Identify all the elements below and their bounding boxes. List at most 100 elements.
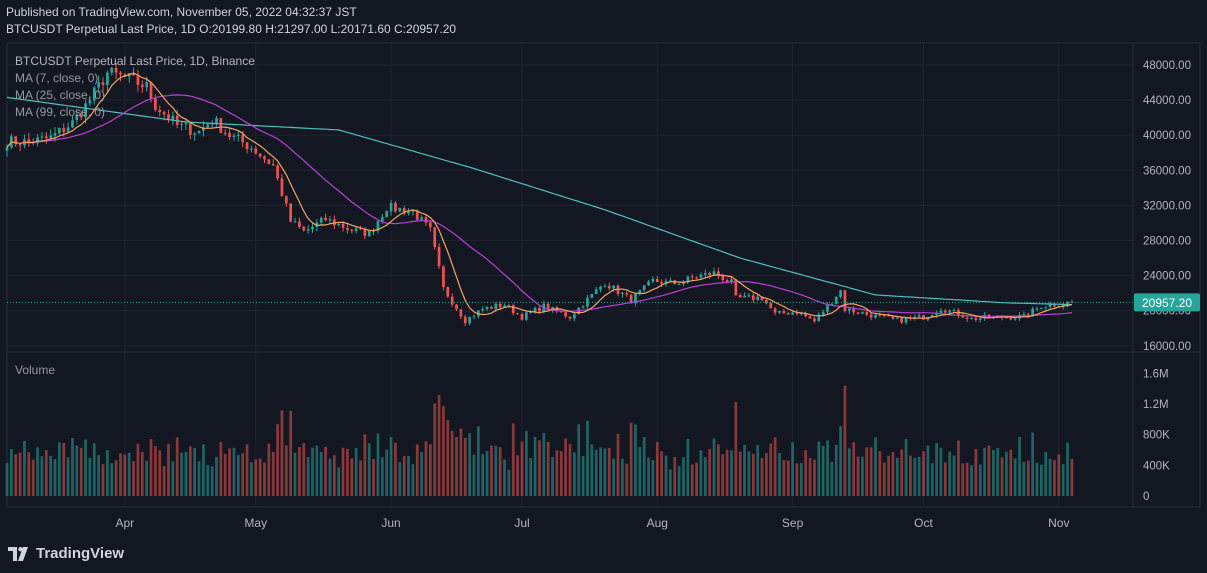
candle-body xyxy=(276,165,279,179)
volume-bar xyxy=(852,442,856,496)
candle-body xyxy=(1048,303,1052,307)
volume-bar xyxy=(88,457,92,496)
volume-bar xyxy=(254,459,258,496)
volume-bar xyxy=(341,447,345,496)
candle-body xyxy=(590,293,594,298)
candle-body xyxy=(1026,314,1030,317)
volume-bar xyxy=(354,448,358,496)
candle-body xyxy=(350,229,354,231)
volume-bar xyxy=(184,451,188,496)
volume-bar xyxy=(315,445,319,496)
volume-bar xyxy=(424,441,428,496)
candle-body xyxy=(341,223,345,228)
candle-body xyxy=(44,136,48,139)
candle-body xyxy=(533,307,537,312)
volume-bar xyxy=(551,457,554,496)
price-tick-label: 40000.00 xyxy=(1143,130,1191,142)
legend-ma25[interactable]: MA (25, close, 0) xyxy=(15,88,106,102)
candle-body xyxy=(695,277,698,279)
tradingview-logo[interactable]: TradingView xyxy=(8,545,124,562)
candle-body xyxy=(743,295,746,298)
volume-bar xyxy=(446,419,450,496)
volume-bar xyxy=(175,437,179,496)
candle-body xyxy=(284,196,288,204)
volume-bar xyxy=(372,459,375,496)
volume-bar xyxy=(922,451,925,496)
legend-ma99[interactable]: MA (99, close, 0) xyxy=(15,105,106,119)
volume-bar xyxy=(738,451,742,496)
volume-bar xyxy=(180,452,183,496)
volume-bar xyxy=(1048,458,1052,496)
volume-bar xyxy=(1005,451,1008,496)
price-tick-label: 28000.00 xyxy=(1143,236,1191,248)
candle-body xyxy=(450,296,454,305)
candle-body xyxy=(525,312,528,320)
volume-bar xyxy=(271,451,275,496)
candle-body xyxy=(245,142,249,150)
volume-bar xyxy=(791,442,794,496)
chart-frame xyxy=(6,42,1201,508)
candle-body xyxy=(79,114,83,118)
time-tick-label: Aug xyxy=(647,516,668,530)
volume-bar xyxy=(909,455,912,496)
candle-body xyxy=(948,310,952,313)
ma7-line xyxy=(6,72,1073,319)
tradingview-logo-icon xyxy=(8,546,28,561)
volume-bar xyxy=(407,455,410,496)
volume-bar xyxy=(712,438,716,496)
candle-body xyxy=(302,227,306,231)
candle-body xyxy=(1066,301,1069,305)
ma99-line xyxy=(6,96,1072,306)
volume-bar xyxy=(289,411,293,496)
volume-bar xyxy=(808,457,812,496)
time-tick-label: Jun xyxy=(381,516,400,530)
volume-bar xyxy=(210,466,214,496)
candle-body xyxy=(564,312,567,317)
volume-bar xyxy=(948,451,952,496)
legend-ma7[interactable]: MA (7, close, 0) xyxy=(15,71,99,85)
candle-body xyxy=(965,317,969,319)
volume-bar xyxy=(394,442,397,496)
volume-bar xyxy=(786,460,790,496)
candle-body xyxy=(760,296,764,300)
candle-body xyxy=(974,317,978,320)
volume-bar xyxy=(961,463,965,496)
candle-body xyxy=(1035,308,1039,310)
volume-bar xyxy=(66,457,70,496)
volume-bar xyxy=(110,463,114,496)
ma25-line xyxy=(6,94,1072,317)
volume-bar xyxy=(263,462,266,496)
candle-body xyxy=(367,230,371,237)
volume-bar xyxy=(629,422,633,496)
volume-bar xyxy=(952,455,956,496)
volume-bar xyxy=(625,463,629,496)
legend-volume[interactable]: Volume xyxy=(15,363,56,377)
candle-body xyxy=(394,203,397,212)
last-price-label: 20957.20 xyxy=(1142,296,1192,310)
candle-body xyxy=(306,229,310,231)
volume-bar xyxy=(442,406,445,496)
candle-body xyxy=(385,211,389,218)
candle-body xyxy=(66,127,70,133)
volume-bar xyxy=(171,461,175,496)
volume-bar xyxy=(219,441,223,496)
time-tick-label: Nov xyxy=(1048,516,1069,530)
volume-bar xyxy=(525,431,528,496)
candle-body xyxy=(725,280,729,282)
volume-bar xyxy=(468,433,471,496)
candle-body xyxy=(573,314,576,319)
candle-body xyxy=(882,314,886,316)
volume-bar xyxy=(241,453,245,496)
volume-bar xyxy=(337,467,341,496)
volume-bar xyxy=(472,454,476,496)
volume-bar xyxy=(136,443,140,496)
volume-bar xyxy=(782,460,786,496)
volume-bar xyxy=(79,447,83,496)
volume-bar xyxy=(10,449,13,496)
candle-body xyxy=(586,297,589,307)
legend-symbol-title: BTCUSDT Perpetual Last Price, 1D, Binanc… xyxy=(15,54,255,68)
candle-body xyxy=(468,316,471,324)
candle-body xyxy=(813,318,816,322)
candle-body xyxy=(459,309,463,317)
